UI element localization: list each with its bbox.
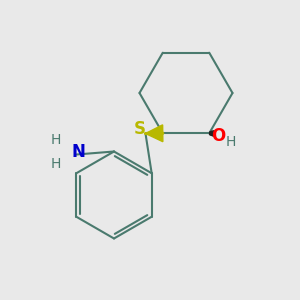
- Polygon shape: [146, 125, 163, 142]
- Text: H: H: [226, 136, 236, 149]
- Text: N: N: [71, 142, 85, 160]
- Text: O: O: [211, 127, 225, 145]
- Text: S: S: [134, 120, 146, 138]
- Text: H: H: [50, 157, 61, 170]
- Text: H: H: [50, 133, 61, 146]
